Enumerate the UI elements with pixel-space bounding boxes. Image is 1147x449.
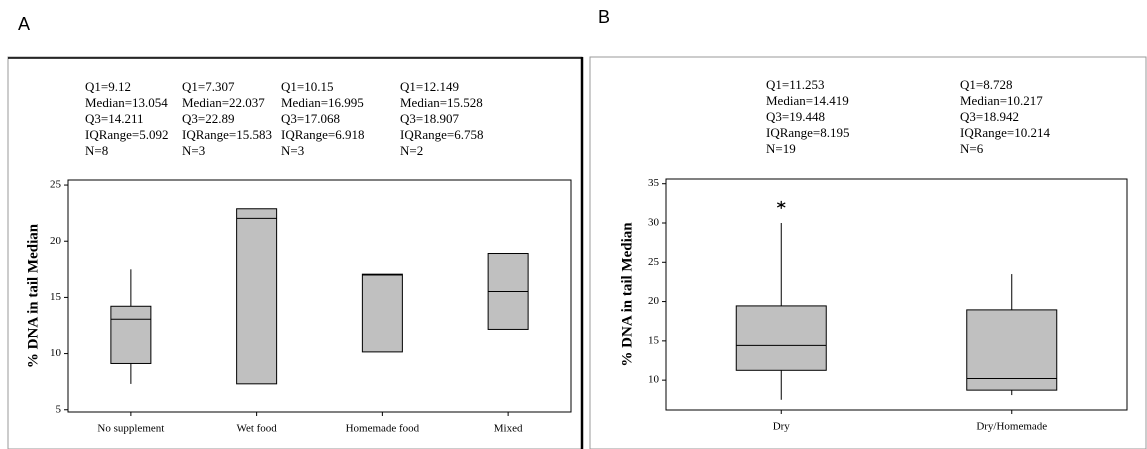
y-tick-label: 10 <box>648 374 660 386</box>
outlier <box>776 200 786 209</box>
stats-label: IQRange=6.758 <box>400 127 484 142</box>
box <box>361 273 403 353</box>
y-tick-label: 35 <box>648 177 660 189</box>
stats-label: Q1=9.12 <box>85 79 131 94</box>
stats-label: Q3=17.068 <box>281 111 340 126</box>
x-tick-label: Dry/Homemade <box>976 421 1047 433</box>
x-tick-label: Dry <box>773 421 791 433</box>
stats-label: IQRange=15.583 <box>182 127 272 142</box>
stats-label: Median=14.419 <box>766 93 849 108</box>
y-tick-label: 30 <box>648 217 660 229</box>
y-tick-label: 5 <box>56 403 62 415</box>
stats-label: Q1=10.15 <box>281 79 333 94</box>
x-tick-label: Wet food <box>236 423 277 435</box>
stats-label: IQRange=8.195 <box>766 125 850 140</box>
y-tick-label: 10 <box>50 347 62 359</box>
stats-label: Median=16.995 <box>281 95 364 110</box>
stats-label: N=6 <box>960 141 984 156</box>
stats-label: Q1=7.307 <box>182 79 235 94</box>
box <box>966 309 1058 391</box>
stats-label: Q3=19.448 <box>766 109 825 124</box>
panel-label: A <box>18 14 30 34</box>
y-axis-label: % DNA in tail Median <box>25 223 41 368</box>
stats-label: N=8 <box>85 143 108 158</box>
stats-label: Q1=8.728 <box>960 77 1012 92</box>
box <box>110 305 152 364</box>
stats-label: Median=13.054 <box>85 95 168 110</box>
stats-label: Q1=12.149 <box>400 79 459 94</box>
stats-label: Q3=18.942 <box>960 109 1019 124</box>
x-tick-label: No supplement <box>97 423 164 435</box>
y-tick-label: 15 <box>50 291 62 303</box>
stats-label: N=3 <box>281 143 304 158</box>
stats-label: Q3=14.211 <box>85 111 144 126</box>
stats-label: Q1=11.253 <box>766 77 825 92</box>
y-tick-label: 20 <box>648 295 660 307</box>
stats-label: IQRange=6.918 <box>281 127 365 142</box>
stats-label: IQRange=10.214 <box>960 125 1051 140</box>
plot-frame <box>67 179 572 413</box>
box <box>735 305 827 371</box>
x-tick-label: Homemade food <box>346 423 420 435</box>
stats-label: Q3=22.89 <box>182 111 234 126</box>
y-tick-label: 20 <box>50 235 62 247</box>
y-tick-label: 25 <box>648 256 660 268</box>
stats-label: Median=10.217 <box>960 93 1043 108</box>
box <box>236 208 278 385</box>
panel-frame <box>589 56 1147 449</box>
panel-label: B <box>598 7 610 27</box>
stats-label: Median=22.037 <box>182 95 265 110</box>
y-tick-label: 15 <box>648 334 660 346</box>
plot-frame <box>665 178 1128 411</box>
stats-label: N=3 <box>182 143 205 158</box>
stats-label: IQRange=5.092 <box>85 127 169 142</box>
stats-label: Q3=18.907 <box>400 111 459 126</box>
stats-label: N=2 <box>400 143 423 158</box>
stats-label: Median=15.528 <box>400 95 483 110</box>
y-tick-label: 25 <box>50 179 62 191</box>
y-axis-label: % DNA in tail Median <box>619 222 635 367</box>
x-tick-label: Mixed <box>494 423 523 435</box>
stats-label: N=19 <box>766 141 796 156</box>
